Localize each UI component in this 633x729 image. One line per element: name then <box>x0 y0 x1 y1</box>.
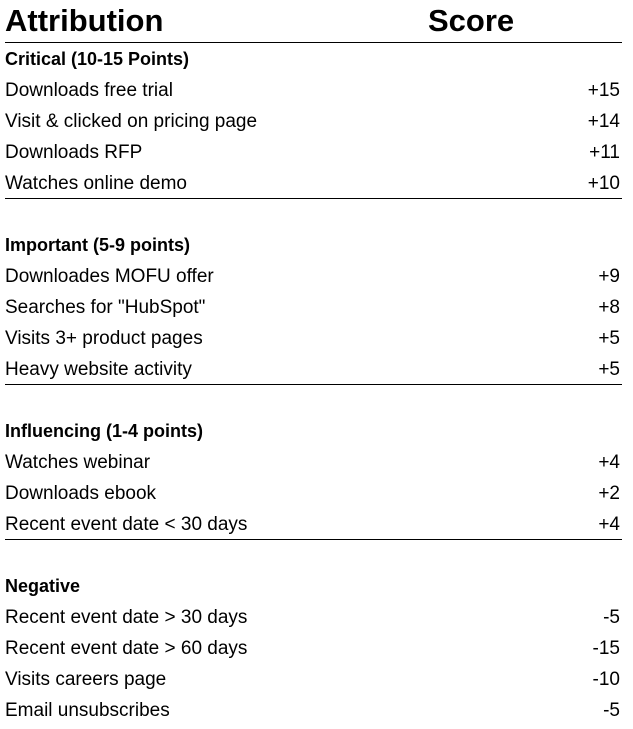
score-value: +11 <box>589 142 620 163</box>
attribution-label: Watches webinar <box>5 452 151 473</box>
attribution-label: Downloads RFP <box>5 142 143 163</box>
section-4: Negative Recent event date > 30 days -5 Rec… <box>5 571 622 726</box>
attribution-label: Searches for "HubSpot" <box>5 297 206 318</box>
score-value: -15 <box>592 638 620 659</box>
score-value: +5 <box>598 328 620 349</box>
attribution-label: Email unsubscribes <box>5 700 170 721</box>
table-row: Watches online demo +10 <box>5 168 622 199</box>
attribution-label: Visit & clicked on pricing page <box>5 111 258 132</box>
attribution-label: Recent event date < 30 days <box>5 514 248 535</box>
attribution-column-header: Attribution <box>5 3 164 38</box>
section-3: Influencing (1-4 points) Watches webinar +… <box>5 416 622 540</box>
score-value: +15 <box>587 80 620 101</box>
attribution-label: Downloads ebook <box>5 483 157 504</box>
table-row: Visit & clicked on pricing page +14 <box>5 106 622 137</box>
attribution-label: Downloads free trial <box>5 80 173 101</box>
attribution-label: Visits careers page <box>5 669 167 690</box>
table-row: Recent event date < 30 days +4 <box>5 509 622 540</box>
section-title: Critical (10-15 Points) <box>5 49 190 69</box>
scoring-table: Critical (10-15 Points) Downloads free tr… <box>5 44 622 726</box>
section-title: Negative <box>5 576 81 596</box>
table-row: Heavy website activity +5 <box>5 354 622 385</box>
table-row: Visits careers page -10 <box>5 664 622 695</box>
table-row: Recent event date > 60 days -15 <box>5 633 622 664</box>
section-title: Influencing (1-4 points) <box>5 421 203 441</box>
score-value: +8 <box>598 297 620 318</box>
table-row: Watches webinar +4 <box>5 447 622 478</box>
score-column-header: Score <box>428 3 515 38</box>
score-value: +14 <box>587 111 620 132</box>
attribution-label: Downloades MOFU offer <box>5 266 214 287</box>
attribution-label: Recent event date > 60 days <box>5 638 248 659</box>
section-title: Important (5-9 points) <box>5 235 190 255</box>
section-2: Important (5-9 points) Downloades MOFU of… <box>5 230 622 385</box>
score-value: +4 <box>598 452 620 473</box>
table-row: Email unsubscribes -5 <box>5 695 622 726</box>
score-value: -10 <box>592 669 620 690</box>
table-row: Downloads free trial +15 <box>5 75 622 106</box>
score-value: +2 <box>598 483 620 504</box>
table-header: Attribution Score <box>5 0 622 43</box>
score-value: +5 <box>598 359 620 380</box>
table-row: Downloads RFP +11 <box>5 137 622 168</box>
attribution-label: Watches online demo <box>5 173 188 194</box>
score-value: +4 <box>598 514 620 535</box>
attribution-label: Recent event date > 30 days <box>5 607 248 628</box>
score-value: -5 <box>603 607 620 628</box>
table-row: Searches for "HubSpot" +8 <box>5 292 622 323</box>
table-row: Recent event date > 30 days -5 <box>5 602 622 633</box>
table-row: Downloads ebook +2 <box>5 478 622 509</box>
attribution-label: Heavy website activity <box>5 359 192 380</box>
attribution-label: Visits 3+ product pages <box>5 328 203 349</box>
score-value: +10 <box>587 173 620 194</box>
table-row: Visits 3+ product pages +5 <box>5 323 622 354</box>
table-row: Downloades MOFU offer +9 <box>5 261 622 292</box>
score-value: -5 <box>603 700 620 721</box>
score-value: +9 <box>598 266 620 287</box>
section-1: Critical (10-15 Points) Downloads free tr… <box>5 44 622 199</box>
